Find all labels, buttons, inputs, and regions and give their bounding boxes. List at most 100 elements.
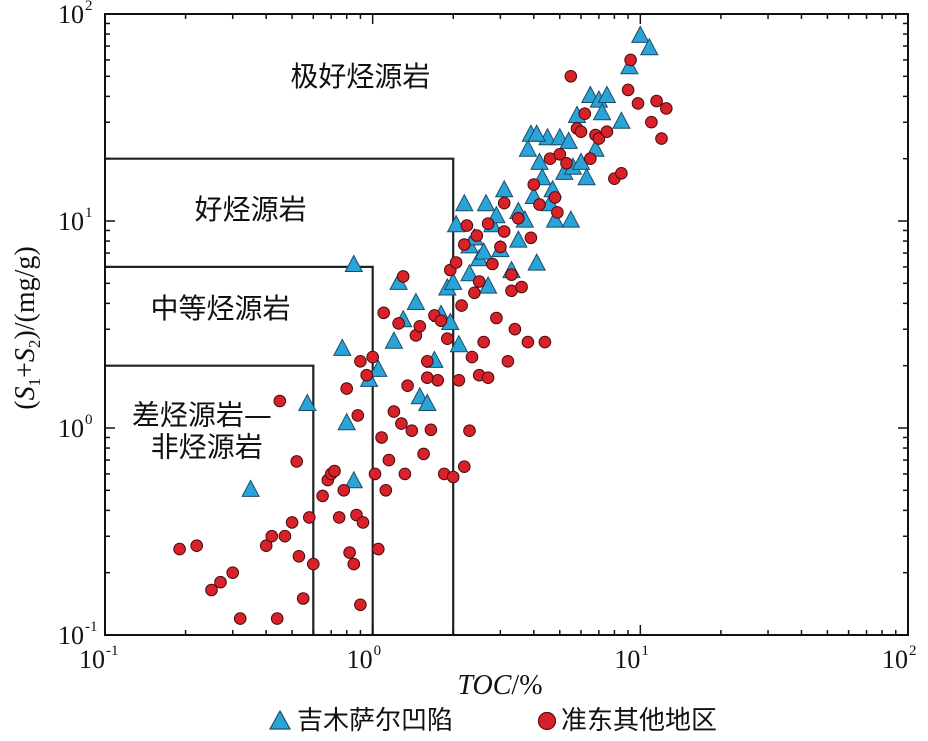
- data-points: [173, 25, 673, 625]
- point-circle: [521, 335, 535, 349]
- point-circle: [621, 83, 635, 97]
- point-triangle: [454, 193, 474, 212]
- point-circle: [328, 464, 341, 478]
- point-circle: [296, 592, 310, 605]
- point-circle: [226, 566, 239, 580]
- point-circle: [600, 125, 614, 138]
- point-triangle: [406, 292, 426, 310]
- point-triangle: [384, 331, 404, 349]
- point-circle: [584, 152, 597, 165]
- point-circle: [497, 196, 511, 210]
- point-triangle: [368, 359, 388, 377]
- point-circle: [460, 219, 474, 232]
- point-circle: [343, 546, 356, 559]
- y-axis-title-sub2: 2: [25, 340, 44, 349]
- point-circle: [379, 484, 393, 497]
- region-label-0: 极好烃源岩: [290, 60, 430, 93]
- point-circle: [645, 115, 658, 129]
- point-circle: [303, 511, 316, 524]
- point-triangle: [241, 479, 260, 497]
- point-triangle: [559, 131, 579, 149]
- point-circle: [387, 405, 401, 418]
- y-tick-label-3: 10 2: [58, 0, 93, 29]
- x-tick-label-3-base: 10: [882, 645, 908, 674]
- point-circle: [424, 423, 438, 437]
- y-tick-label-2-base: 10: [58, 207, 84, 236]
- point-circle: [551, 206, 564, 219]
- x-tick-label-2-base: 10: [614, 645, 640, 674]
- point-circle: [497, 225, 511, 238]
- point-circle: [533, 198, 546, 211]
- point-circle: [360, 368, 374, 382]
- x-axis-title-unit: /%: [511, 670, 542, 701]
- point-triangle: [518, 139, 538, 157]
- point-circle: [351, 409, 365, 422]
- point-circle: [340, 382, 354, 395]
- region-label-2: 中等烃源岩: [150, 292, 290, 325]
- point-circle: [421, 371, 434, 385]
- point-circle: [470, 229, 484, 242]
- point-circle: [494, 240, 507, 254]
- point-circle: [354, 598, 367, 612]
- point-circle: [501, 355, 515, 368]
- point-triangle: [597, 85, 617, 103]
- point-circle: [270, 612, 284, 625]
- point-circle: [354, 355, 367, 368]
- point-circle: [190, 539, 203, 553]
- legend-label-jimusaer: 吉木萨尔凹陷: [297, 706, 453, 736]
- x-tick-label-3-exp: 2: [909, 643, 917, 659]
- y-tick-label-0-exp: -1: [85, 619, 98, 635]
- boundary-line-1: [105, 265, 374, 635]
- point-circle: [441, 332, 454, 346]
- point-triangle: [344, 254, 364, 272]
- point-circle: [508, 322, 522, 336]
- point-triangle: [527, 253, 547, 271]
- y-tick-label-2: 10 1: [58, 205, 93, 236]
- point-circle: [368, 467, 382, 481]
- point-circle: [490, 311, 503, 325]
- point-circle: [564, 70, 578, 83]
- y-axis-title-close: )/(mg/g): [10, 246, 41, 339]
- y-tick-label-1-base: 10: [58, 414, 84, 443]
- point-circle: [382, 453, 396, 467]
- point-triangle: [494, 179, 514, 198]
- y-tick-label-0-base: 10: [58, 621, 84, 650]
- legend-triangle-marker: [268, 709, 292, 730]
- y-axis-title: (S1+S2)/(mg/g): [10, 246, 44, 409]
- point-circle: [481, 371, 495, 385]
- point-triangle: [561, 210, 581, 228]
- point-triangle: [460, 263, 479, 282]
- point-circle: [486, 257, 499, 271]
- y-tick-label-3-base: 10: [58, 0, 84, 29]
- x-tick-label-1-base: 10: [347, 645, 373, 674]
- point-circle: [631, 97, 645, 110]
- point-circle: [578, 107, 592, 120]
- point-circle: [615, 167, 628, 180]
- y-tick-label-0: 10 -1: [58, 619, 98, 650]
- point-circle: [292, 550, 306, 563]
- point-circle: [366, 350, 380, 364]
- boundary-line-0: [105, 364, 315, 635]
- point-circle: [538, 335, 552, 349]
- point-triangle: [297, 393, 317, 411]
- axis-tick-labels: 10 -1 10 0 10 1 10 210 -110 010 110 2: [58, 0, 917, 674]
- point-triangle: [487, 205, 506, 224]
- point-circle: [548, 191, 562, 204]
- point-circle: [375, 431, 388, 444]
- point-circle: [337, 484, 351, 497]
- point-circle: [405, 424, 419, 438]
- point-circle: [660, 102, 673, 115]
- point-circle: [468, 286, 481, 300]
- point-circle: [574, 125, 588, 138]
- point-circle: [458, 460, 471, 474]
- point-triangle: [446, 214, 466, 233]
- point-circle: [173, 542, 186, 556]
- point-circle: [307, 557, 320, 571]
- point-circle: [332, 511, 346, 524]
- point-circle: [465, 350, 479, 364]
- point-triangle: [417, 393, 437, 411]
- point-circle: [285, 516, 299, 529]
- y-axis-title-plus: +: [10, 362, 41, 378]
- y-tick-label-1: 10 0: [58, 412, 93, 443]
